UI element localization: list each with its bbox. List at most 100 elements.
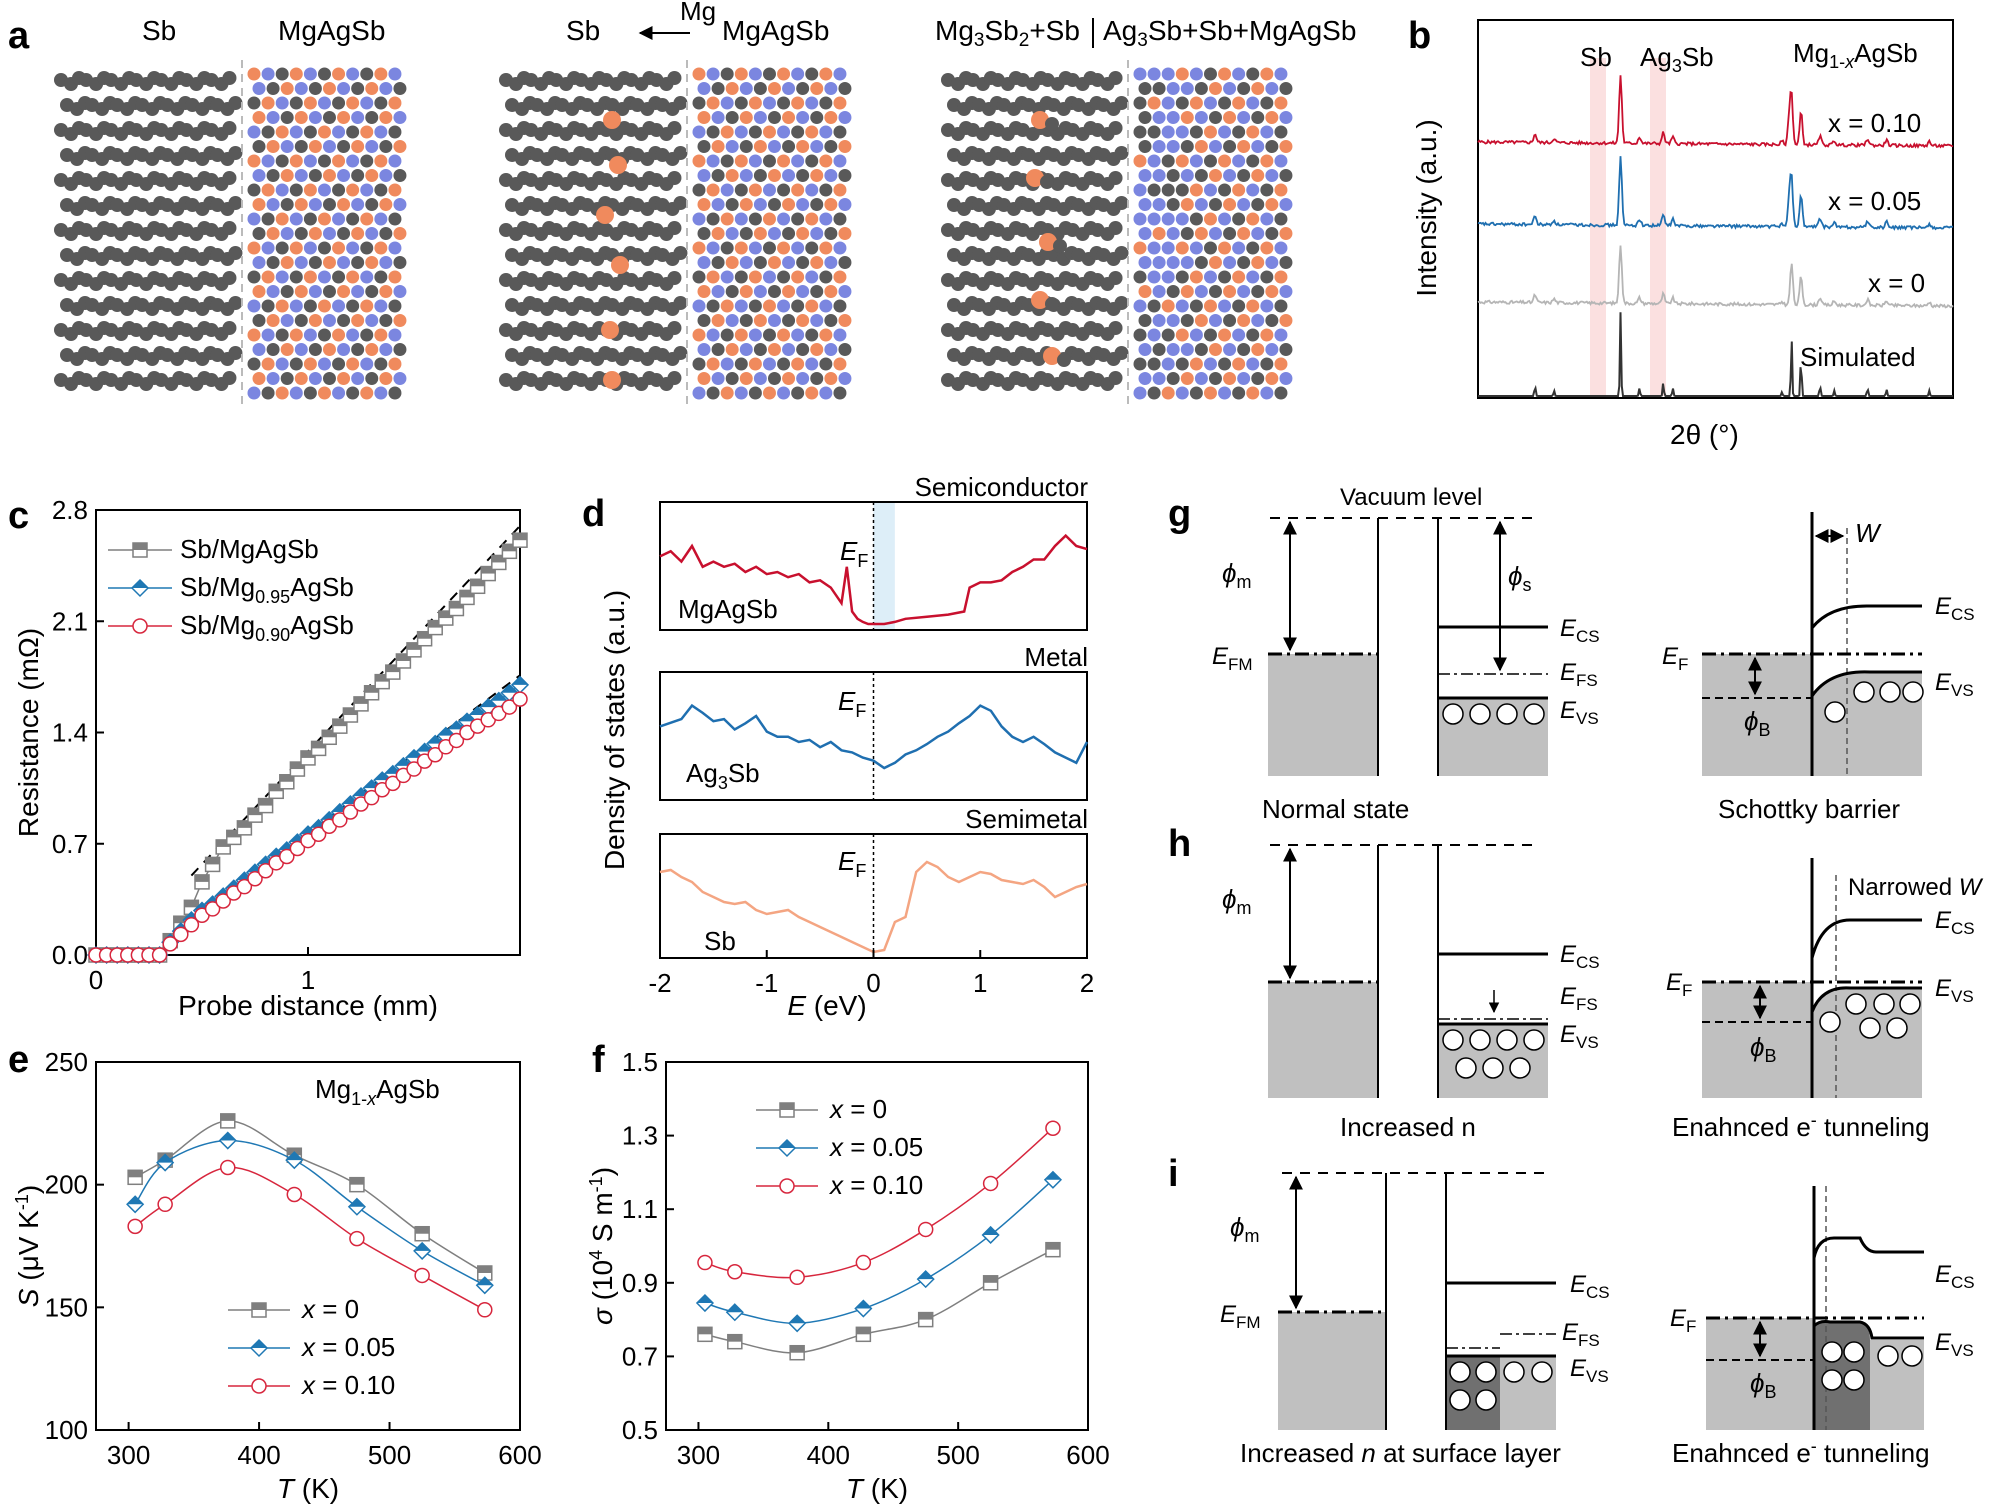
chart-e-point-0-fill [220,1113,235,1121]
mgagsb-atom [706,183,720,197]
mgagsb-atom [739,343,753,356]
mgagsb-atom [1274,328,1288,342]
mgagsb-atom [1237,227,1251,240]
mgagsb-atom [266,169,280,182]
mgagsb-atom [1218,154,1232,168]
mgagsb-atom [351,140,365,153]
mgagsb-atom [337,256,351,269]
mgagsb-atom [317,183,331,197]
mgagsb-atom [810,343,824,356]
mgagsb-atom [351,227,365,240]
chart-e-legend-val: = 0.05 [315,1332,395,1362]
chart-f-point-0-fill [790,1345,805,1353]
mgagsb-atom [351,198,365,211]
mgagsb-atom [762,299,776,313]
i-evs: EVS [1570,1355,1609,1386]
mgagsb-atom [762,125,776,139]
mgagsb-atom [753,372,767,385]
mgagsb-atom [1246,125,1260,139]
mgagsb-atom [810,314,824,327]
c-point-0-fill [290,762,305,770]
d-ef-label: EF [838,686,866,721]
chart-f-xlabel: T (K) [846,1473,908,1504]
mg3sb2-sb-atom [1053,239,1067,253]
mgagsb-atom [317,96,331,110]
mgagsb-atom [697,140,711,153]
sb-atom [228,146,243,160]
chart-e-ytick-label: 100 [45,1415,88,1445]
mgagsb-atom [782,343,796,356]
mgagsb-atom [346,386,360,400]
chart-f-legend-label: x = 0 [828,1094,887,1124]
mgagsb-atom [351,314,365,327]
mgagsb-atom [810,198,824,211]
mgagsb-atom [692,212,706,226]
mgagsb-atom [819,386,833,400]
mgagsb-atom [711,169,725,182]
crystal-structures [54,67,1293,400]
mgagsb-atom [1194,198,1208,211]
mgagsb-atom [289,183,303,197]
sb-atom [1108,221,1123,235]
c-point-1-fill [406,749,422,758]
mgagsb-atom [739,285,753,298]
sb-atom [222,71,237,85]
mgagsb-atom [1189,125,1203,139]
b-frame [1477,19,1954,399]
mgagsb-atom [810,227,824,240]
i-tunneling-diagram: EF ϕB ECS EVS Enahnced e- tunneling [1670,1186,1975,1468]
chart-e-xtick-label: 300 [107,1440,150,1470]
mgagsb-atom [796,82,810,95]
mgagsb-atom [706,386,720,400]
mgagsb-atom [1251,111,1265,124]
mgagsb-atom [303,96,317,110]
mgagsb-atom [317,212,331,226]
mgagsb-atom [289,125,303,139]
mgagsb-atom [1208,82,1222,95]
mgagsb-atom [247,270,261,284]
mgagsb-atom [266,227,280,240]
mgagsb-atom [294,198,308,211]
mgagsb-atom [1166,343,1180,356]
mgagsb-atom [777,299,791,313]
h-ecs-right: ECS [1935,907,1975,938]
mgagsb-atom [1274,299,1288,313]
mgagsb-atom [697,198,711,211]
mgagsb-atom [819,125,833,139]
mgagsb-atom [1265,198,1279,211]
mgagsb-atom [1189,357,1203,371]
mgagsb-atom [332,386,346,400]
mgagsb-atom [388,270,402,284]
sb-atom [228,96,243,110]
d-xlabel: E (eV) [787,990,866,1021]
mgagsb-atom [692,270,706,284]
chart-e-xlabel-unit: (K) [294,1473,339,1504]
mgagsb-atom [1138,111,1152,124]
mgagsb-atom [791,386,805,400]
mgagsb-atom [748,67,762,81]
c-legend-sub: 0.90 [255,625,290,645]
mgagsb-atom [247,299,261,313]
chart-f-xtick-label: 500 [936,1440,979,1470]
chart-e-point-1-fill [348,1198,365,1207]
mgagsb-atom [1203,270,1217,284]
mgagsb-atom [275,299,289,313]
mg3sb2-ag-atom [1039,233,1057,251]
mgagsb-atom [1203,183,1217,197]
chart-e-point-2 [157,1196,173,1213]
mgagsb-atom [819,270,833,284]
chart-e-point-2 [477,1302,493,1318]
mgagsb-atom [1274,386,1288,400]
mgagsb-atom [1237,256,1251,269]
mgagsb-atom [332,125,346,139]
sb-atom [673,196,688,210]
mgagsb-atom [379,82,393,95]
mgagsb-atom [1133,96,1147,110]
mgagsb-atom [303,386,317,400]
mgagsb-atom [247,96,261,110]
c-legend-marker [132,618,148,634]
d-subpanel-title: Metal [1024,642,1088,672]
mgagsb-atom [824,285,838,298]
mgagsb-atom [393,82,407,95]
mgagsb-atom [252,256,266,269]
